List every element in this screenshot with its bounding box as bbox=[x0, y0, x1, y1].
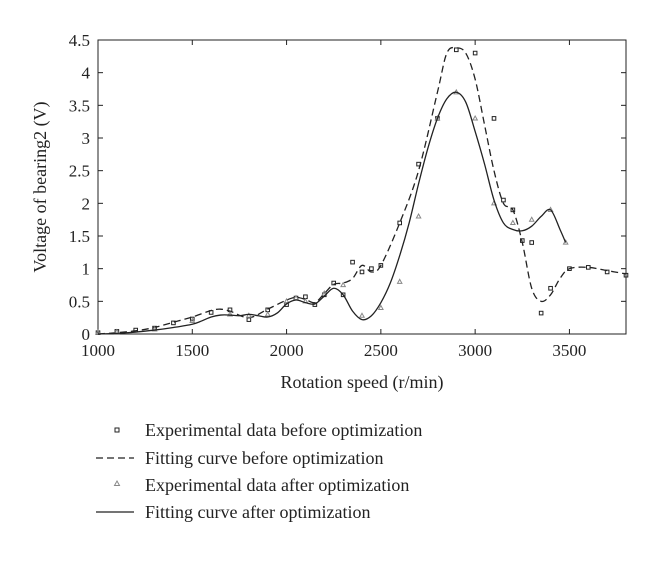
series-1-point bbox=[331, 280, 337, 286]
series-3-point bbox=[396, 278, 403, 284]
series-3-point bbox=[264, 310, 271, 317]
series-1-point bbox=[491, 116, 497, 121]
series-4-line bbox=[97, 91, 567, 335]
series-1-point bbox=[510, 207, 516, 213]
legend-swatch bbox=[113, 479, 121, 486]
x-tick-label: 3000 bbox=[458, 341, 492, 360]
legend-item: Experimental data after optimization bbox=[113, 475, 409, 495]
y-tick-label: 4 bbox=[82, 64, 91, 83]
series-3-point bbox=[509, 219, 516, 226]
x-tick-label: 1500 bbox=[175, 341, 209, 360]
legend-item: Fitting curve after optimization bbox=[96, 502, 370, 522]
series-3-point bbox=[245, 312, 252, 318]
y-tick-label: 1.5 bbox=[69, 227, 90, 246]
legend-label: Experimental data after optimization bbox=[145, 475, 409, 495]
legend-item: Experimental data before optimization bbox=[114, 420, 422, 440]
y-tick-label: 1 bbox=[82, 260, 91, 279]
x-axis-label: Rotation speed (r/min) bbox=[281, 372, 444, 393]
series-1-point bbox=[189, 316, 195, 322]
axis-ticks: 1000 1500 2000 2500 3000 3500 0 0.5 1 1.5 2 2.5 3 3.5… bbox=[69, 31, 626, 360]
x-tick-label: 1000 bbox=[81, 341, 115, 360]
series-3-point bbox=[472, 114, 479, 121]
y-tick-label: 3.5 bbox=[69, 96, 90, 115]
series-1-point bbox=[359, 269, 365, 275]
series-1-point bbox=[585, 265, 591, 270]
series-2-line bbox=[97, 46, 627, 335]
series-3-point bbox=[189, 317, 196, 324]
series-3-point bbox=[358, 312, 366, 318]
series-3-point bbox=[377, 304, 384, 310]
legend-label: Fitting curve before optimization bbox=[145, 448, 383, 468]
legend: Experimental data before optimization Fit… bbox=[96, 420, 422, 522]
series-1-point bbox=[340, 292, 346, 298]
legend-label: Experimental data before optimization bbox=[145, 420, 422, 440]
y-axis-label: Voltage of bearing2 (V) bbox=[30, 101, 51, 272]
series-1-point bbox=[529, 240, 535, 245]
series-1-point bbox=[171, 320, 176, 326]
series-3-point bbox=[151, 325, 158, 332]
legend-swatch bbox=[114, 427, 120, 433]
x-tick-label: 2000 bbox=[270, 341, 304, 360]
x-tick-label: 2500 bbox=[364, 341, 398, 360]
series-1-point bbox=[453, 47, 459, 53]
y-tick-label: 2.5 bbox=[69, 162, 90, 181]
series-3-point bbox=[321, 290, 328, 296]
series-1-point bbox=[472, 50, 478, 56]
series-3-point bbox=[283, 297, 290, 304]
series-1-point bbox=[548, 285, 553, 291]
legend-item: Fitting curve before optimization bbox=[96, 448, 383, 468]
legend-label: Fitting curve after optimization bbox=[145, 502, 370, 522]
y-tick-label: 2 bbox=[82, 194, 91, 213]
series-layer bbox=[94, 46, 629, 335]
series-1-point bbox=[538, 310, 544, 316]
series-1-point bbox=[501, 197, 506, 203]
series-3-point bbox=[340, 281, 347, 288]
series-1-point bbox=[246, 317, 252, 322]
series-3-point bbox=[94, 329, 102, 335]
series-1-point bbox=[369, 266, 374, 271]
y-tick-label: 4.5 bbox=[69, 31, 90, 50]
plot-frame bbox=[97, 39, 627, 335]
y-tick-label: 0 bbox=[82, 325, 91, 344]
series-3-point bbox=[415, 212, 422, 219]
series-3-point bbox=[528, 216, 535, 222]
series-3-point bbox=[562, 239, 569, 245]
series-3-point bbox=[226, 310, 234, 317]
y-tick-label: 0.5 bbox=[69, 292, 90, 311]
series-1-point bbox=[378, 263, 384, 268]
series-1-point bbox=[397, 220, 403, 226]
y-tick-label: 3 bbox=[82, 129, 91, 148]
series-1-point bbox=[350, 259, 355, 265]
x-tick-label: 3500 bbox=[552, 341, 586, 360]
